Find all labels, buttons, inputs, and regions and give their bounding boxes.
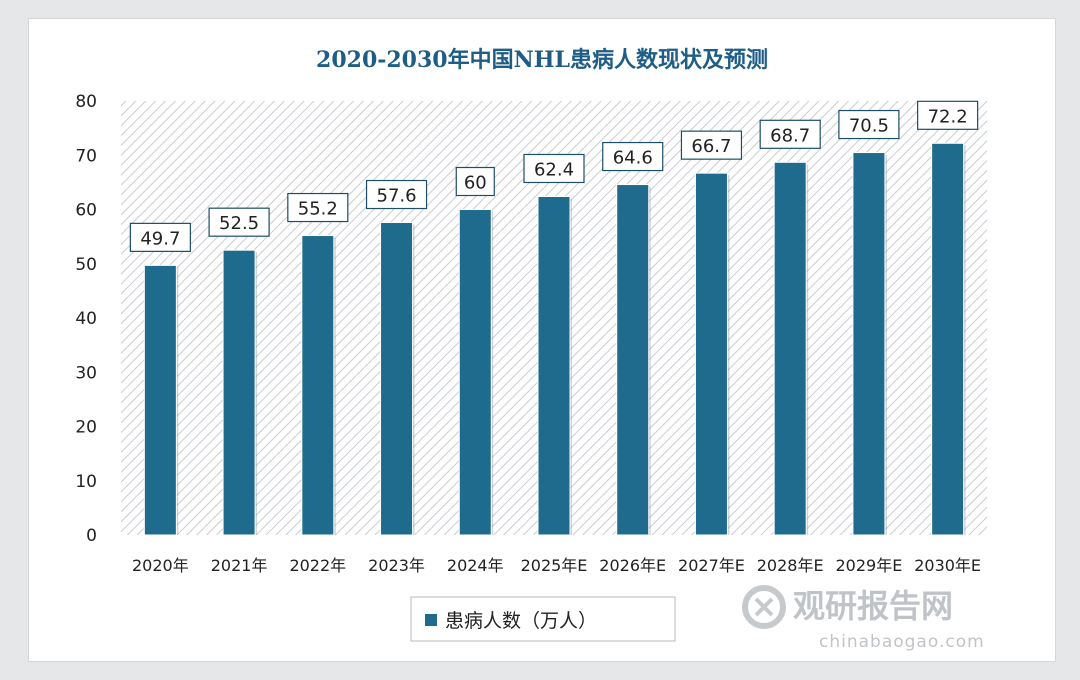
data-label-box — [759, 119, 821, 149]
bar — [616, 184, 650, 536]
y-tick-label: 40 — [75, 309, 97, 329]
x-tick-label: 2021年 — [211, 556, 268, 575]
x-tick-label: 2027年E — [678, 556, 745, 575]
y-tick-label: 80 — [75, 92, 97, 112]
data-label: 72.2 — [928, 106, 968, 127]
legend-label: 患病人数（万人） — [445, 610, 597, 632]
y-tick-label: 70 — [75, 146, 97, 166]
watermark: 观研报告网 chinabaogao.com — [742, 585, 985, 652]
data-label: 55.2 — [298, 199, 338, 220]
data-label-box — [208, 207, 270, 237]
x-tick-label: 2026年E — [599, 556, 666, 575]
bar — [143, 264, 177, 536]
bar — [773, 161, 807, 536]
chart-title: 2020-2030年中国NHL患病人数现状及预测 — [316, 47, 768, 73]
y-tick-label: 0 — [86, 526, 97, 546]
x-tick-label: 2022年 — [289, 556, 346, 575]
bar — [458, 209, 492, 536]
data-label-box — [838, 109, 900, 140]
bar — [931, 142, 965, 536]
x-tick-label: 2030年E — [914, 556, 981, 575]
bar — [222, 249, 256, 536]
data-label: 66.7 — [691, 136, 731, 157]
data-label-box — [129, 222, 191, 252]
bar-chart: 2020-2030年中国NHL患病人数现状及预测 0 10 20 30 40 50 60 70… — [75, 47, 987, 652]
x-tick-label: 2025年E — [521, 556, 588, 575]
watermark-logo-text: 观研报告网 — [793, 587, 953, 625]
x-tick-label: 2020年 — [132, 556, 189, 575]
data-label-box — [455, 166, 495, 197]
watermark-logo-icon — [742, 585, 786, 629]
bar — [301, 235, 335, 536]
data-label: 68.7 — [770, 125, 810, 146]
bar — [694, 172, 728, 536]
chart-frame: 2020-2030年中国NHL患病人数现状及预测 0 10 20 30 40 50 60 70… — [28, 18, 1056, 662]
data-label: 62.4 — [534, 159, 574, 180]
data-label: 60 — [464, 173, 487, 194]
y-tick-label: 30 — [75, 363, 97, 383]
legend-box — [410, 596, 676, 642]
bar — [852, 152, 886, 536]
data-label: 70.5 — [849, 116, 889, 137]
data-label-box — [680, 130, 743, 160]
y-tick-label: 10 — [75, 472, 97, 492]
y-tick-label: 20 — [75, 418, 97, 438]
data-label-box — [523, 153, 585, 184]
x-tick-label: 2024年 — [447, 556, 504, 575]
watermark-url-text: chinabaogao.com — [819, 632, 985, 652]
data-label-box — [917, 100, 979, 130]
data-label-box — [602, 141, 664, 172]
x-tick-label: 2028年E — [757, 556, 824, 575]
data-label: 49.7 — [140, 228, 180, 249]
x-tick-label: 2023年 — [368, 556, 425, 575]
data-label-box — [287, 192, 349, 223]
data-label: 57.6 — [377, 186, 417, 207]
y-tick-label: 60 — [75, 201, 97, 221]
x-tick-label: 2029年E — [835, 556, 902, 575]
y-tick-label: 50 — [75, 255, 97, 275]
bar — [380, 222, 414, 536]
bar — [537, 195, 571, 536]
data-label-box — [365, 179, 428, 210]
legend-swatch — [425, 614, 437, 626]
data-label: 64.6 — [613, 148, 653, 169]
data-label: 52.5 — [219, 213, 259, 234]
legend: 患病人数（万人） — [410, 596, 676, 642]
